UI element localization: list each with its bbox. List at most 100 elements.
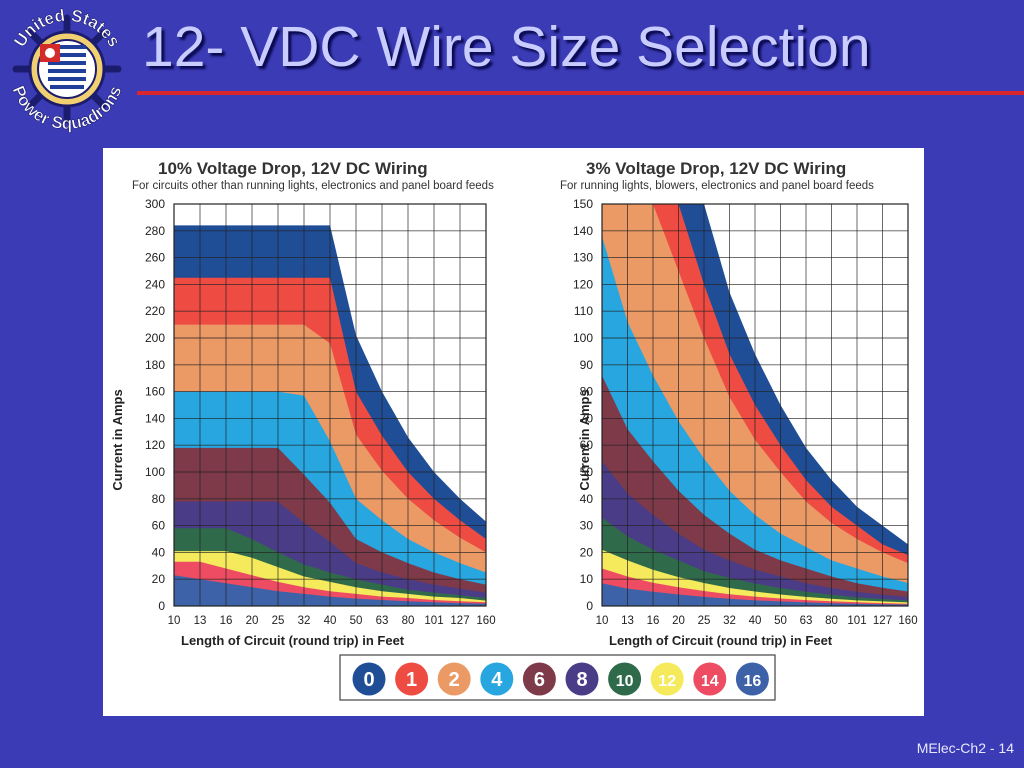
legend-label: 0 [363,669,374,691]
chart-subtitle: For running lights, blowers, electronics… [560,180,874,192]
x-tick-label: 160 [476,615,495,627]
wire-chart-panel: 10% Voltage Drop, 12V DC Wiring For circu… [103,148,924,716]
legend-item-awg-8: 8 [565,662,599,696]
y-tick-label: 80 [580,385,594,399]
y-tick-label: 70 [580,411,594,425]
chart-title: 3% Voltage Drop, 12V DC Wiring [586,159,846,178]
x-tick-label: 13 [194,615,207,627]
legend-item-awg-2: 2 [437,662,471,696]
x-tick-label: 80 [825,615,838,627]
y-tick-label: 200 [145,331,165,345]
legend-swatch [437,662,471,696]
plot-border [601,203,909,607]
slide-footer: MElec-Ch2 - 14 [916,740,1014,756]
y-axis-label: Current in Amps [110,389,125,490]
legend-swatch [480,662,514,696]
legend-swatch [650,662,684,696]
plot-border [173,203,487,607]
legend-label: 6 [534,669,545,691]
legend-swatch [608,662,642,696]
x-tick-label: 13 [621,615,634,627]
x-tick-label: 10 [168,615,181,627]
y-tick-label: 180 [145,358,165,372]
y-tick-label: 20 [152,572,166,586]
x-tick-label: 101 [847,615,866,627]
legend-item-awg-12: 12 [650,662,684,696]
legend-label: 1 [406,669,417,691]
x-tick-label: 10 [596,615,609,627]
y-tick-label: 0 [586,599,593,613]
y-tick-label: 100 [145,465,165,479]
wire-gauge-legend: 0 1 2 4 6 8 10 12 14 16 [339,654,776,701]
y-tick-label: 120 [573,277,593,291]
y-tick-label: 10 [580,572,594,586]
x-tick-label: 32 [723,615,736,627]
y-tick-label: 20 [580,545,594,559]
y-tick-label: 280 [145,224,165,238]
y-tick-label: 30 [580,519,594,533]
legend-item-awg-6: 6 [522,662,556,696]
x-tick-label: 25 [272,615,285,627]
legend-item-awg-10: 10 [608,662,642,696]
x-tick-label: 127 [450,615,469,627]
ship-wheel-icon [12,14,122,124]
y-tick-label: 90 [580,358,594,372]
x-tick-label: 50 [774,615,787,627]
x-tick-label: 80 [402,615,415,627]
x-tick-label: 20 [672,615,685,627]
y-tick-label: 220 [145,304,165,318]
x-tick-label: 160 [898,615,917,627]
chart-1: 10% Voltage Drop, 12V DC Wiring For circu… [110,159,496,648]
y-tick-label: 150 [573,197,593,211]
legend-label: 12 [658,673,676,690]
y-tick-label: 160 [145,385,165,399]
chart-grid [601,203,909,607]
x-tick-label: 101 [424,615,443,627]
legend-swatch [395,662,429,696]
x-tick-label: 20 [246,615,259,627]
y-tick-label: 60 [152,519,166,533]
legend-item-awg-1: 1 [395,662,429,696]
x-tick-label: 63 [800,615,813,627]
y-tick-label: 50 [580,465,594,479]
x-tick-label: 50 [350,615,363,627]
y-tick-label: 80 [152,492,166,506]
usps-logo: United States Power Squadrons [0,0,134,134]
y-tick-label: 300 [145,197,165,211]
y-tick-label: 60 [580,438,594,452]
wire-size-charts: 10% Voltage Drop, 12V DC Wiring For circu… [110,159,918,701]
title-divider [137,91,1024,95]
x-tick-label: 32 [298,615,311,627]
x-tick-label: 16 [220,615,233,627]
legend-item-awg-0: 0 [352,662,386,696]
legend-label: 14 [701,673,719,690]
legend-label: 10 [616,673,634,690]
y-tick-label: 110 [574,304,593,318]
y-tick-label: 40 [580,492,594,506]
x-tick-label: 40 [324,615,337,627]
x-axis-label: Length of Circuit (round trip) in Feet [609,633,833,648]
y-tick-label: 240 [145,277,165,291]
y-tick-label: 100 [573,331,593,345]
legend-item-awg-14: 14 [693,662,727,696]
legend-swatch [522,662,556,696]
legend-swatch [565,662,599,696]
y-tick-label: 120 [145,438,165,452]
x-tick-label: 40 [749,615,762,627]
legend-label: 4 [491,669,503,691]
chart-subtitle: For circuits other than running lights, … [132,180,494,192]
legend-label: 8 [576,669,587,691]
x-tick-label: 16 [647,615,660,627]
legend-label: 2 [449,669,460,691]
x-tick-label: 127 [873,615,892,627]
x-tick-label: 63 [376,615,389,627]
y-tick-label: 40 [152,545,166,559]
chart-2: 3% Voltage Drop, 12V DC Wiring For runnin… [560,159,918,648]
legend-item-awg-4: 4 [480,662,514,696]
legend-swatch [693,662,727,696]
y-axis-label: Current in Amps [577,389,592,490]
y-tick-label: 260 [145,251,165,265]
y-tick-label: 0 [158,599,165,613]
chart-title: 10% Voltage Drop, 12V DC Wiring [158,159,428,178]
legend-swatch [352,662,386,696]
